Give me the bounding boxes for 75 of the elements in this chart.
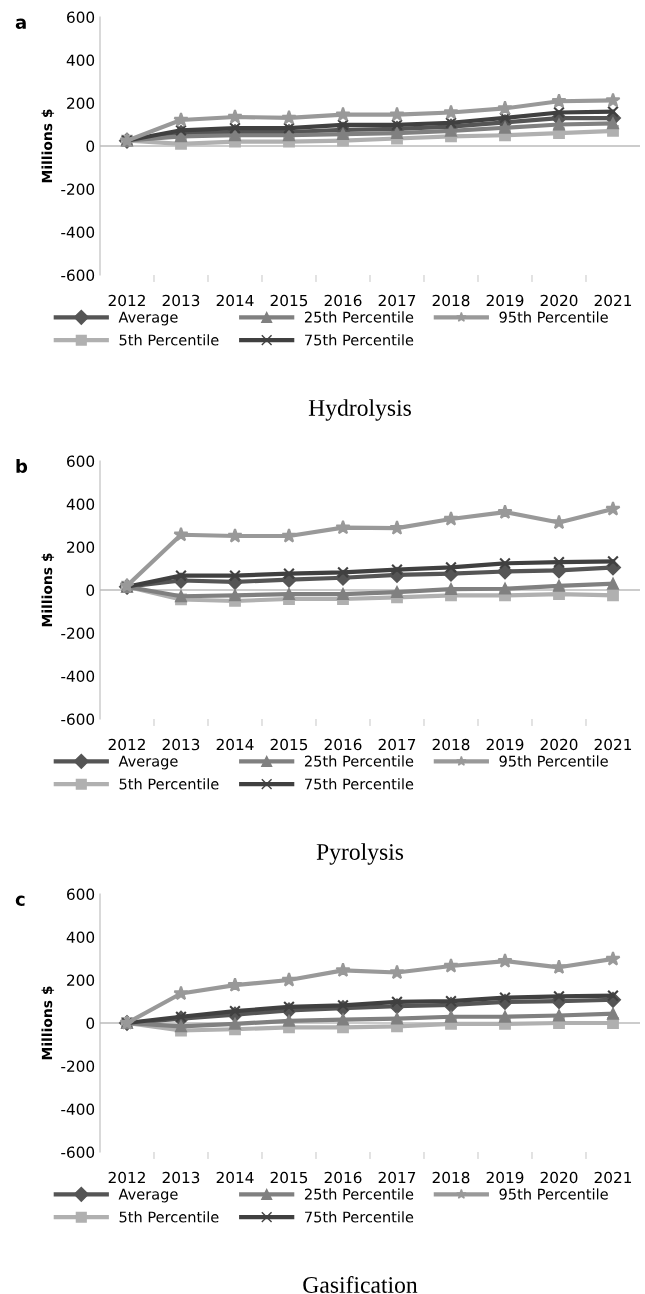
x-tick-label: 2021 bbox=[594, 738, 632, 751]
x-tick-label: 2012 bbox=[108, 294, 145, 307]
x-tick-label: 2014 bbox=[216, 1171, 254, 1184]
x-tick-label: 2014 bbox=[216, 294, 254, 307]
y-tick-label: 200 bbox=[67, 974, 95, 987]
legend-label: 75th Percentile bbox=[305, 1211, 414, 1223]
x-tick-label: 2019 bbox=[486, 738, 524, 751]
x-tick-label: 2017 bbox=[378, 738, 416, 751]
y-tick-label: -400 bbox=[61, 670, 95, 683]
x-tick-label: 2015 bbox=[270, 738, 308, 751]
y-tick-label: 0 bbox=[86, 140, 95, 153]
y-tick-label: 200 bbox=[67, 541, 95, 554]
x-tick-label: 2013 bbox=[162, 294, 200, 307]
legend-label: 5th Percentile bbox=[119, 334, 219, 346]
x-tick-label: 2016 bbox=[324, 1171, 362, 1184]
x-tick-label: 2020 bbox=[540, 1171, 578, 1184]
x-tick-label: 2014 bbox=[216, 738, 254, 751]
legend-label: 95th Percentile bbox=[499, 755, 608, 767]
legend-label: 25th Percentile bbox=[304, 1188, 414, 1200]
x-tick-label: 2017 bbox=[378, 294, 416, 307]
y-tick-label: 600 bbox=[67, 455, 95, 468]
x-tick-label: 2020 bbox=[540, 738, 578, 751]
x-tick-label: 2013 bbox=[162, 738, 200, 751]
y-tick-label: -600 bbox=[61, 269, 95, 282]
legend-label: 25th Percentile bbox=[304, 755, 414, 767]
x-tick-label: 2016 bbox=[324, 738, 362, 751]
y-tick-label: -600 bbox=[61, 713, 95, 726]
x-tick-label: 2018 bbox=[432, 294, 470, 307]
text: b bbox=[16, 459, 28, 473]
x-tick-label: 2018 bbox=[432, 1171, 470, 1184]
x-tick-label: 2016 bbox=[324, 294, 362, 307]
y-tick-label: -200 bbox=[61, 183, 95, 196]
legend-label: 95th Percentile bbox=[499, 1188, 608, 1200]
y-axis-title: Millions $ bbox=[41, 553, 55, 627]
legend-label: Average bbox=[118, 1188, 178, 1203]
y-tick-label: 200 bbox=[67, 97, 95, 110]
x-tick-label: 2017 bbox=[378, 1171, 416, 1184]
x-tick-label: 2012 bbox=[108, 1171, 145, 1184]
y-tick-label: -600 bbox=[61, 1146, 95, 1159]
legend-label: 5th Percentile bbox=[119, 1211, 219, 1223]
x-tick-label: 2019 bbox=[486, 294, 524, 307]
text: c bbox=[15, 895, 25, 906]
text: Hydrolysis bbox=[308, 399, 411, 421]
legend-label: 75th Percentile bbox=[305, 778, 414, 790]
y-tick-label: 400 bbox=[66, 931, 95, 944]
y-tick-label: 400 bbox=[66, 498, 95, 511]
y-tick-label: 0 bbox=[86, 584, 95, 597]
y-tick-label: 600 bbox=[67, 11, 95, 24]
y-tick-label: -200 bbox=[61, 627, 95, 640]
legend-label: 75th Percentile bbox=[305, 334, 414, 346]
y-axis-title: Millions $ bbox=[41, 109, 55, 183]
legend-label: Average bbox=[118, 311, 178, 326]
text: Pyrolysis bbox=[316, 843, 404, 865]
y-tick-label: 0 bbox=[86, 1017, 95, 1030]
legend-label: 5th Percentile bbox=[119, 778, 219, 790]
legend-label: 25th Percentile bbox=[304, 311, 414, 323]
y-tick-label: 600 bbox=[67, 888, 95, 901]
x-tick-label: 2019 bbox=[486, 1171, 524, 1184]
text: a bbox=[15, 18, 26, 29]
legend-label: Average bbox=[118, 755, 178, 770]
x-tick-label: 2021 bbox=[594, 294, 632, 307]
y-axis-title: Millions $ bbox=[41, 986, 55, 1060]
x-tick-label: 2015 bbox=[270, 1171, 308, 1184]
x-tick-label: 2021 bbox=[594, 1171, 632, 1184]
x-tick-label: 2013 bbox=[162, 1171, 200, 1184]
text: Gasification bbox=[303, 1276, 418, 1293]
y-tick-label: 400 bbox=[66, 54, 95, 67]
x-tick-label: 2012 bbox=[108, 738, 145, 751]
x-tick-label: 2018 bbox=[432, 738, 470, 751]
x-tick-label: 2015 bbox=[270, 294, 308, 307]
legend-label: 95th Percentile bbox=[499, 311, 608, 323]
y-tick-label: -200 bbox=[61, 1060, 95, 1073]
y-tick-label: -400 bbox=[61, 226, 95, 239]
y-tick-label: -400 bbox=[61, 1103, 95, 1116]
x-tick-label: 2020 bbox=[540, 294, 578, 307]
